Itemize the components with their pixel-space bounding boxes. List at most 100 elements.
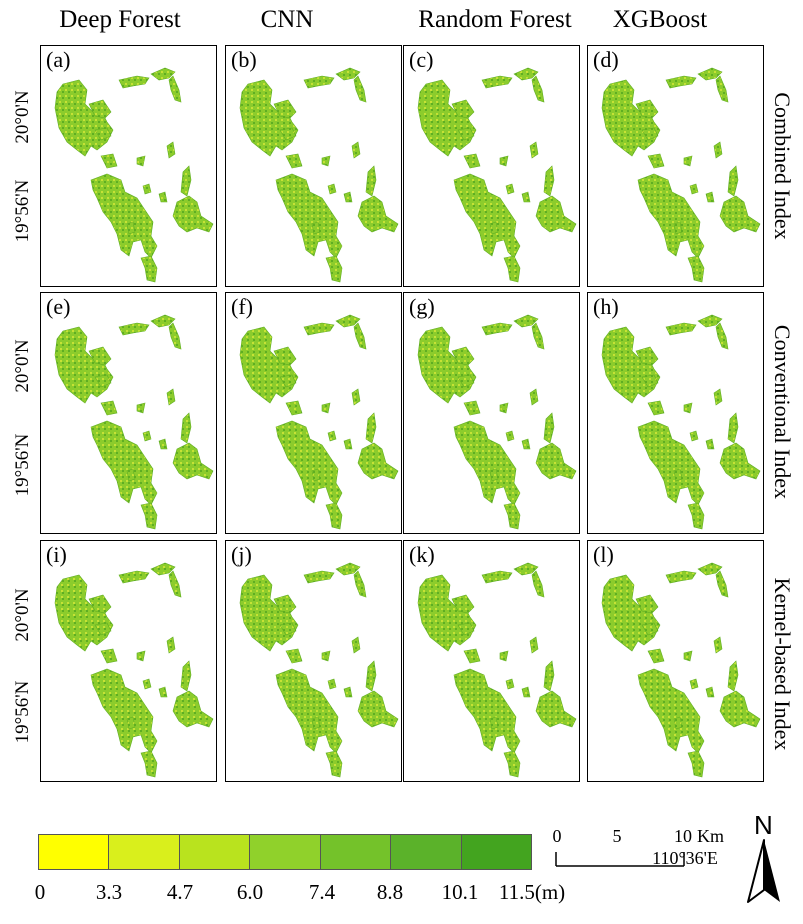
mangrove-patch: [142, 678, 152, 690]
mangrove-patch: [641, 622, 659, 636]
mangrove-patch: [513, 67, 539, 81]
mangrove-patch: [311, 468, 321, 482]
map-panel: (l): [587, 540, 764, 782]
mangrove-height-map: [417, 67, 577, 283]
mangrove-patch: [499, 402, 509, 414]
panel-label: (j): [231, 542, 252, 567]
mangrove-patch: [697, 562, 723, 576]
mangrove-patch: [94, 622, 112, 636]
mangrove-patch: [417, 326, 477, 404]
mangrove-patch: [136, 402, 146, 414]
mangrove-patch: [417, 79, 477, 157]
mangrove-patch: [535, 690, 577, 728]
mangrove-patch: [158, 686, 168, 698]
mangrove-height-map: [239, 562, 399, 778]
mangrove-patch: [365, 660, 377, 692]
mangrove-patch: [531, 322, 545, 350]
mangrove-patch: [142, 183, 152, 195]
mangrove-patch: [94, 374, 112, 388]
mangrove-patch: [335, 562, 361, 576]
mangrove-patch: [505, 430, 515, 442]
row-title-conventional-index: Conventional Index: [770, 324, 795, 500]
mangrove-patch: [641, 374, 659, 388]
mangrove-patch: [715, 75, 729, 103]
mangrove-patch: [513, 562, 539, 576]
mangrove-patch: [327, 183, 337, 195]
mangrove-patch: [457, 622, 475, 636]
mangrove-patch: [503, 502, 521, 530]
mangrove-patch: [335, 67, 361, 81]
mangrove-patch: [168, 75, 182, 103]
legend-tick: 11.5(m): [498, 880, 566, 904]
mangrove-patch: [172, 442, 214, 480]
mangrove-patch: [697, 314, 723, 328]
mangrove-patch: [136, 650, 146, 662]
map-panel: (b): [225, 45, 402, 287]
panel-label: (c): [409, 47, 434, 72]
mangrove-patch: [351, 636, 361, 654]
mangrove-patch: [513, 314, 539, 328]
panel-label: (b): [231, 47, 257, 72]
mangrove-patch: [453, 668, 521, 754]
scale-unit: Km: [697, 826, 724, 846]
mangrove-patch: [100, 400, 118, 416]
mangrove-patch: [683, 155, 693, 167]
legend-tick: 7.4: [308, 880, 336, 904]
mangrove-patch: [687, 255, 705, 283]
mangrove-patch: [503, 255, 521, 283]
mangrove-patch: [100, 153, 118, 169]
mangrove-patch: [719, 442, 761, 480]
map-panel: (k): [403, 540, 580, 782]
mangrove-patch: [335, 314, 361, 328]
mangrove-patch: [637, 173, 705, 259]
mangrove-patch: [279, 622, 297, 636]
mangrove-patch: [273, 594, 297, 614]
map-panel: (c): [403, 45, 580, 287]
mangrove-patch: [543, 165, 555, 197]
mangrove-height-map: [417, 314, 577, 530]
mangrove-patch: [327, 678, 337, 690]
lon-label-col4: 110°36'E: [652, 848, 718, 868]
mangrove-patch: [463, 153, 481, 169]
mangrove-patch: [343, 438, 353, 450]
mangrove-patch: [54, 326, 114, 404]
mangrove-patch: [126, 468, 136, 482]
mangrove-patch: [353, 322, 367, 350]
mangrove-patch: [279, 374, 297, 388]
mangrove-patch: [665, 570, 697, 584]
mangrove-patch: [705, 686, 715, 698]
mangrove-patch: [273, 99, 297, 119]
mangrove-patch: [535, 195, 577, 233]
mangrove-patch: [719, 690, 761, 728]
mangrove-patch: [529, 141, 539, 159]
mangrove-patch: [54, 574, 114, 652]
mangrove-patch: [172, 195, 214, 233]
mangrove-patch: [705, 438, 715, 450]
mangrove-patch: [499, 650, 509, 662]
column-title-xgboost: XGBoost: [612, 6, 708, 33]
panel-label: (h): [593, 294, 619, 319]
north-arrow-icon: [747, 839, 780, 903]
legend-swatch: [179, 835, 251, 869]
mangrove-patch: [357, 690, 399, 728]
map-panel: (g): [403, 292, 580, 534]
mangrove-patch: [285, 400, 303, 416]
legend-swatch: [461, 835, 531, 869]
row-title-kernel-based-index: Kernel-based Index: [770, 577, 795, 751]
mangrove-patch: [279, 127, 297, 141]
mangrove-patch: [505, 183, 515, 195]
row-title-combined-index: Combined Index: [770, 92, 795, 240]
mangrove-patch: [325, 750, 343, 778]
mangrove-patch: [453, 173, 521, 259]
mangrove-patch: [166, 141, 176, 159]
column-title-random-forest: Random Forest: [418, 6, 572, 33]
legend-colorbar: [38, 834, 532, 870]
mangrove-patch: [531, 75, 545, 103]
mangrove-patch: [521, 438, 531, 450]
mangrove-patch: [531, 570, 545, 598]
column-title-deep-forest: Deep Forest: [59, 6, 181, 33]
mangrove-patch: [635, 594, 659, 614]
mangrove-patch: [311, 716, 321, 730]
mangrove-patch: [503, 750, 521, 778]
mangrove-patch: [521, 191, 531, 203]
